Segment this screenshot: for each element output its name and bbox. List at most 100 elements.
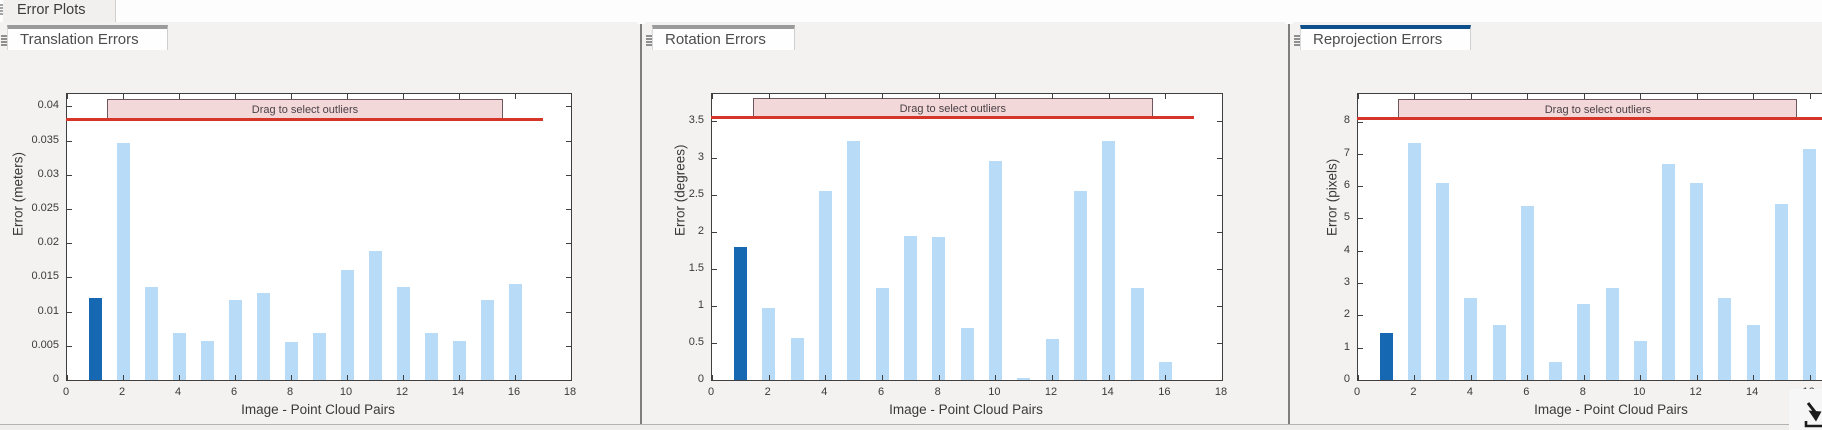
bar[interactable] [988,161,1002,380]
bar[interactable] [396,286,410,380]
x-tick-label: 10 [339,386,353,398]
figure-canvas-rotation[interactable]: Drag to select outliers 0 2 4 6 8 10 12 14 16 18 0 0… [645,50,1285,424]
panel-rotation-errors: Rotation Errors Drag to select outliers 0… [645,22,1285,424]
bar[interactable] [1661,163,1675,380]
x-tick [1640,94,1642,99]
y-tick [566,208,571,210]
bar[interactable] [284,342,298,380]
y-tick-label: 1 [1343,340,1350,353]
bar[interactable] [256,293,270,380]
bar[interactable] [790,337,804,380]
tab-translation-errors[interactable]: Translation Errors [7,25,168,50]
bar[interactable] [1605,287,1619,380]
plot-area[interactable]: Drag to select outliers [66,93,572,381]
tab-error-plots[interactable]: Error Plots [3,0,116,22]
x-tick [712,94,713,99]
bar[interactable] [368,251,382,380]
bar[interactable] [1407,142,1421,380]
x-tick [571,375,572,380]
bar[interactable] [1492,325,1506,380]
bar[interactable] [1520,205,1534,380]
bar[interactable] [1746,325,1760,380]
x-axis-label: Image - Point Cloud Pairs [889,402,1043,417]
bar[interactable] [88,297,102,380]
panel-divider[interactable] [1285,24,1293,424]
panel-divider[interactable] [637,24,645,424]
bar[interactable] [1073,190,1087,380]
tab-reprojection-errors[interactable]: Reprojection Errors [1300,25,1472,50]
tab-rotation-errors[interactable]: Rotation Errors [652,25,795,50]
bar[interactable] [733,247,747,380]
bar[interactable] [1464,297,1478,380]
bar[interactable] [1549,362,1563,380]
bar[interactable] [1017,377,1031,380]
y-tick [67,208,72,210]
y-tick [67,106,72,108]
panel-translation-errors: Translation Errors Drag to select outlie… [0,22,637,424]
bar[interactable] [762,307,776,380]
bar[interactable] [1045,338,1059,380]
bar[interactable] [116,142,130,380]
x-tick-label: 0 [62,386,70,398]
bar[interactable] [903,235,917,380]
y-tick-label: 0 [1343,373,1350,385]
y-tick-label: 0.025 [31,201,59,214]
bar[interactable] [312,332,326,380]
bar[interactable] [1577,304,1591,380]
x-tick [768,94,770,99]
bar[interactable] [1158,362,1172,380]
figure-canvas-translation[interactable]: Drag to select outliers 0 2 4 6 8 10 12 14 16 18 0 0… [0,50,637,424]
bar[interactable] [1102,141,1116,380]
plot-area[interactable]: Drag to select outliers [1357,93,1822,381]
bar[interactable] [480,299,494,380]
x-axis-label: Image - Point Cloud Pairs [241,402,395,417]
bar[interactable] [1379,333,1393,380]
x-tick-label: 8 [934,386,941,398]
bar[interactable] [960,327,974,380]
x-tick-label: 4 [174,386,182,398]
plot-area[interactable]: Drag to select outliers [711,93,1223,381]
x-tick [1527,94,1529,99]
tab-rotation-errors-label: Rotation Errors [665,31,766,48]
x-tick-label: 6 [230,386,238,398]
panel-reprojection-errors: Reprojection Errors Drag to select outli… [1293,22,1822,424]
x-tick [1222,94,1223,99]
bar[interactable] [1130,288,1144,380]
bar[interactable] [340,269,354,380]
bar[interactable] [1633,341,1647,380]
x-tick [768,375,770,380]
grip-icon[interactable] [1294,34,1300,47]
y-tick [1217,269,1222,271]
bar[interactable] [932,237,946,380]
bar[interactable] [172,332,186,380]
figure-canvas-reprojection[interactable]: Drag to select outliers02468101214161801… [1293,50,1822,424]
bar[interactable] [228,299,242,380]
bar[interactable] [1774,203,1788,380]
x-tick [1052,94,1053,99]
bar[interactable] [1803,148,1817,380]
y-tick [1358,283,1363,285]
y-tick-label: 3 [697,151,704,164]
x-tick [882,94,883,99]
bar[interactable] [1718,297,1732,380]
x-tick-label: 4 [821,386,828,398]
bar[interactable] [508,284,522,380]
bar[interactable] [144,286,158,380]
bar[interactable] [424,332,438,380]
bar[interactable] [1690,182,1704,380]
grip-icon[interactable] [1,34,7,47]
bar[interactable] [200,341,214,380]
x-tick [403,94,404,99]
x-tick-label: 2 [764,386,771,398]
bar[interactable] [818,190,832,380]
threshold-line [66,117,543,121]
x-tick [938,375,940,380]
y-tick [1358,121,1363,123]
bar[interactable] [452,341,466,380]
bar[interactable] [847,140,861,380]
y-tick [1217,306,1222,308]
grip-icon[interactable] [646,34,652,47]
bar[interactable] [1436,182,1450,380]
panel-tab-row: Reprojection Errors [1293,25,1822,50]
bar[interactable] [875,287,889,380]
